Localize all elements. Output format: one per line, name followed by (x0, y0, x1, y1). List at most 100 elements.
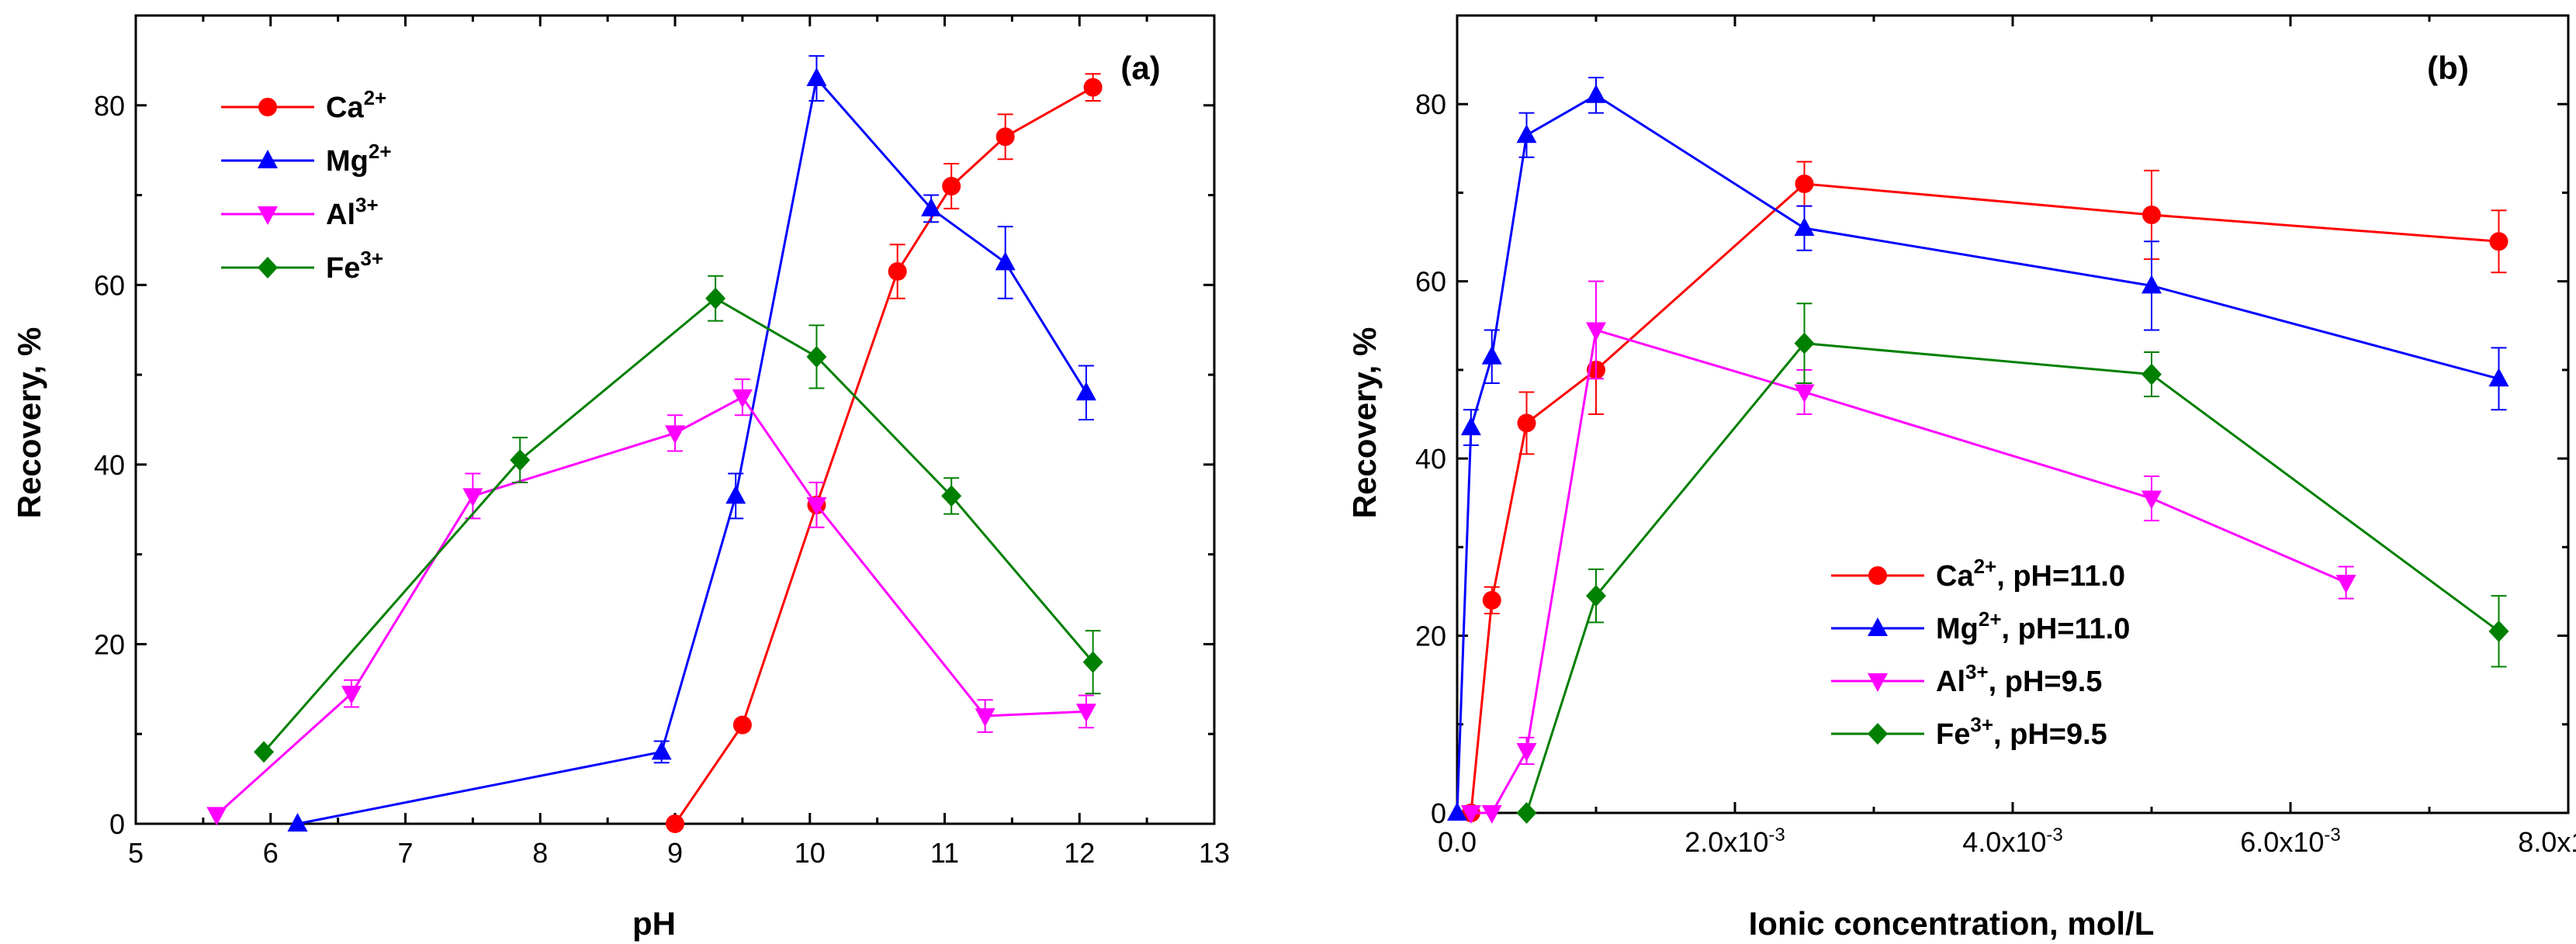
chart-a-y-tick-label: 80 (94, 90, 125, 122)
chart-a-series-ca (666, 73, 1103, 833)
chart-panel-a: Recovery, % pH (a) 5 6 7 8 9 10 11 12 13 0 20 40 60 8… (11, 14, 1230, 942)
chart-b-al-point (2141, 490, 2162, 510)
chart-b-fe-point (2488, 620, 2509, 642)
chart-b-x-tick-label: 4.0x10-3 (1962, 825, 2062, 858)
chart-a-mg-point (806, 67, 827, 87)
chart-a-x-tick-label: 7 (397, 837, 413, 869)
chart-b-ca-point (1795, 175, 1814, 194)
chart-a-legend-charge-ca: 2+ (364, 86, 387, 109)
chart-b-y-tick-label: 20 (1415, 621, 1446, 652)
chart-a-legend-marker-fe (258, 257, 278, 278)
chart-b-series-mg (1447, 76, 2509, 821)
chart-a-legend-charge-fe: 3+ (360, 247, 383, 270)
chart-b-legend-label-ca: Ca2+, pH=11.0 (1936, 555, 2125, 593)
chart-b-fe-point (1586, 585, 1606, 607)
chart-a-mg-point (1075, 382, 1096, 401)
chart-b-mg-point (1586, 84, 1606, 103)
chart-a-ca-point (666, 814, 684, 833)
chart-b-al-line (1470, 328, 2347, 814)
chart-a-fe-point (705, 287, 726, 309)
chart-a-mg-point (287, 813, 308, 832)
chart-a-al-point (732, 389, 753, 409)
chart-b-al-point (1516, 743, 1537, 762)
chart-a-al-point (462, 488, 483, 507)
chart-b-legend-label-fe: Fe3+, pH=9.5 (1936, 713, 2107, 751)
chart-a-series-mg (287, 55, 1096, 832)
chart-a-al-line (216, 396, 1087, 816)
chart-b-legend-condition-ca: , pH=11.0 (1996, 560, 2125, 593)
chart-b-legend-marker-ca (1868, 566, 1887, 585)
chart-a-fe-point (806, 345, 827, 368)
chart-a-x-tick-label: 12 (1064, 837, 1095, 869)
chart-b-mg-point (1516, 124, 1537, 144)
chart-a-x-tick-label: 10 (795, 837, 826, 869)
chart-b-legend-condition-al: , pH=9.5 (1989, 666, 2103, 698)
chart-a-y-tick-label: 60 (94, 269, 125, 301)
chart-b-ca-point (1517, 413, 1536, 433)
chart-b-al-point (1794, 384, 1815, 403)
chart-a-ca-point (995, 127, 1015, 147)
chart-a-series-al (206, 378, 1096, 826)
chart-a-legend-marker-al (258, 206, 278, 225)
chart-a-x-tick-label: 5 (128, 837, 144, 869)
chart-b-series-al (1460, 280, 2356, 824)
chart-b-al-point (1481, 805, 1502, 824)
chart-a-x-tick-label: 6 (263, 837, 279, 869)
chart-b-x-tick-label: 0.0 (1438, 826, 1477, 858)
chart-a-x-tick-label: 8 (532, 837, 548, 869)
chart-a-al-point (806, 496, 827, 516)
chart-b-fe-point (1516, 802, 1537, 824)
chart-b-legend-label-mg: Mg2+, pH=11.0 (1936, 607, 2130, 645)
chart-a-legend-label-fe: Fe3+ (326, 247, 383, 285)
chart-a-ca-point (888, 261, 907, 281)
chart-b-x-tick-label: 2.0x10-3 (1684, 825, 1785, 858)
chart-b-y-axis-title: Recovery, % (1346, 327, 1383, 519)
chart-a-al-point (665, 425, 685, 444)
chart-a-fe-point (941, 485, 962, 507)
chart-a-y-axis-title: Recovery, % (11, 327, 47, 519)
chart-a-legend-label-al: Al3+ (326, 193, 379, 231)
chart-b-x-tick-exponent: -3 (2046, 825, 2062, 845)
chart-b-y-tick-label: 0 (1431, 797, 1446, 829)
chart-b-al-point (1586, 322, 1606, 341)
chart-a-fe-point (510, 449, 531, 472)
chart-b-x-tick-exponent: -3 (1768, 825, 1785, 845)
chart-b-mg-point (1481, 345, 1502, 365)
chart-b-mg-point (1447, 802, 1467, 821)
chart-b-legend-marker-al (1868, 673, 1888, 692)
chart-a-ca-point (732, 715, 752, 735)
chart-a-fe-point (254, 741, 275, 763)
chart-a-legend: Ca2+ Mg2+ Al3+ Fe3+ (221, 86, 392, 285)
chart-b-legend-marker-fe (1868, 723, 1888, 745)
chart-a-mg-point (725, 485, 746, 504)
chart-b-ca-point (1482, 590, 1501, 610)
chart-b-mg-point (2141, 275, 2162, 294)
chart-a-mg-point (651, 741, 672, 760)
chart-b-al-point (2335, 575, 2356, 594)
chart-a-mg-point (921, 197, 942, 216)
chart-b-x-tick-exponent: -3 (2324, 825, 2340, 845)
chart-a-mg-point (995, 251, 1016, 271)
chart-a-legend-charge-al: 3+ (355, 193, 379, 216)
chart-b-x-axis-title: Ionic concentration, mol/L (1749, 905, 2155, 942)
chart-a-y-tick-label: 0 (109, 808, 125, 840)
chart-b-legend-charge-al: 3+ (1965, 660, 1989, 683)
chart-b-legend-marker-mg (1868, 617, 1888, 636)
chart-b-legend: Ca2+, pH=11.0 Mg2+, pH=11.0 Al3+, pH=9.5 Fe… (1831, 555, 2130, 751)
chart-b-al-point (1460, 805, 1481, 824)
chart-b-mg-line (1456, 94, 2499, 814)
chart-a-ca-point (1083, 78, 1103, 97)
chart-a-x-tick-label: 13 (1199, 837, 1230, 869)
chart-panel-b: Recovery, % Ionic concentration, mol/L (… (1346, 14, 2576, 942)
chart-a-al-point (341, 686, 362, 705)
chart-a-panel-label: (a) (1120, 50, 1160, 86)
chart-b-legend-condition-fe: , pH=9.5 (1993, 718, 2107, 751)
chart-a-legend-label-ca: Ca2+ (326, 86, 386, 124)
chart-a-legend-marker-ca (258, 98, 277, 116)
chart-b-legend-charge-mg: 2+ (1979, 607, 2002, 631)
chart-a-x-axis-title: pH (632, 905, 676, 942)
chart-a-fe-point (1082, 651, 1103, 673)
chart-b-legend-label-al: Al3+, pH=9.5 (1936, 660, 2102, 698)
chart-b-legend-charge-ca: 2+ (1974, 555, 1997, 578)
